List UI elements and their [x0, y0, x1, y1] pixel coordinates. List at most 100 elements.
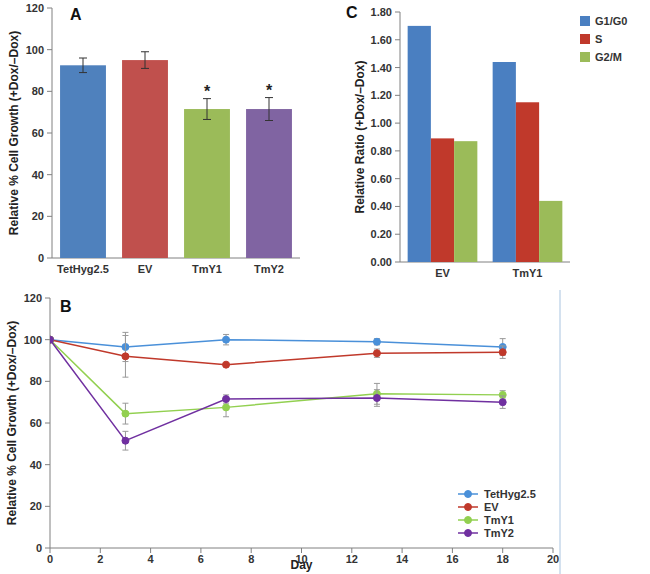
- y-tick-label: 80: [32, 85, 44, 97]
- error-cap: [374, 389, 380, 390]
- y-tick: [45, 381, 50, 382]
- lines: [50, 332, 506, 450]
- y-tick-label: 120: [24, 292, 42, 304]
- point: [223, 336, 230, 343]
- x-tick-label: 2: [97, 553, 103, 565]
- error-bar: [265, 98, 273, 121]
- legend-swatch: [580, 16, 590, 26]
- legend-item: EV: [458, 501, 499, 513]
- error-stem: [207, 99, 208, 120]
- y-tick-label: 20: [32, 210, 44, 222]
- error-cap: [223, 344, 229, 345]
- point: [122, 437, 129, 444]
- point: [50, 336, 54, 343]
- error-cap: [79, 72, 87, 73]
- x-tick-label: 14: [396, 553, 409, 565]
- x-tick-label: TmY1: [192, 263, 222, 275]
- bars: [408, 26, 563, 262]
- y-tick: [395, 123, 400, 124]
- error-cap: [500, 358, 506, 359]
- bar: [539, 201, 562, 262]
- y-tick: [395, 262, 400, 263]
- figure: 020406080100120Relative % Cell Growth (+…: [0, 0, 650, 574]
- bar: [454, 141, 477, 262]
- y-tick-label: 120: [26, 2, 44, 14]
- y-tick: [45, 548, 50, 549]
- point: [373, 338, 380, 345]
- legend-marker: [465, 517, 472, 524]
- bar: [493, 62, 516, 262]
- annotation: *: [266, 82, 273, 99]
- point: [223, 396, 230, 403]
- y-tick: [395, 95, 400, 96]
- legend-item: TmY1: [458, 514, 514, 526]
- x-tick-label: TmY2: [254, 263, 284, 275]
- bar: [516, 102, 539, 262]
- error-cap: [79, 58, 87, 59]
- legend-label: G1/G0: [595, 15, 627, 27]
- y-tick: [47, 133, 52, 134]
- error-cap: [223, 334, 229, 335]
- error-bar: [122, 403, 128, 424]
- bar: [60, 65, 106, 258]
- y-tick: [45, 506, 50, 507]
- error-cap: [500, 338, 506, 339]
- point: [50, 336, 54, 343]
- y-tick-label: 40: [32, 169, 44, 181]
- legend-item: TetHyg2.5: [458, 488, 536, 500]
- panel-label: C: [346, 4, 358, 21]
- y-tick-label: 0.60: [371, 173, 392, 185]
- point: [50, 336, 54, 343]
- y-tick: [47, 216, 52, 217]
- y-tick: [395, 67, 400, 68]
- x-tick-label: TetHyg2.5: [57, 263, 109, 275]
- y-tick-label: 1.60: [371, 34, 392, 46]
- x-tick-label: TmY1: [513, 267, 543, 279]
- y-tick-label: 60: [32, 127, 44, 139]
- point: [122, 353, 129, 360]
- error-cap: [500, 345, 506, 346]
- annotation: *: [204, 83, 211, 100]
- y-tick: [395, 234, 400, 235]
- error-stem: [269, 98, 270, 121]
- error-cap: [265, 120, 273, 121]
- error-cap: [122, 335, 128, 336]
- legend-marker: [465, 530, 472, 537]
- bar: [122, 60, 168, 258]
- error-bar: [374, 339, 380, 345]
- y-tick: [45, 298, 50, 299]
- error-cap: [122, 424, 128, 425]
- legend-item: G1/G0: [580, 15, 627, 27]
- y-tick: [47, 49, 52, 50]
- y-tick-label: 100: [24, 334, 42, 346]
- y-tick: [47, 8, 52, 9]
- legend-swatch: [580, 34, 590, 44]
- legend-item: G2/M: [580, 51, 622, 63]
- y-tick: [395, 39, 400, 40]
- x-tick-label: 4: [148, 553, 155, 565]
- x-tick-label: 12: [346, 553, 358, 565]
- y-tick: [395, 206, 400, 207]
- bars: [60, 52, 292, 258]
- error-bar: [79, 58, 87, 73]
- point: [373, 350, 380, 357]
- error-cap: [203, 119, 211, 120]
- y-tick-label: 0.80: [371, 145, 392, 157]
- x-tick-label: EV: [435, 267, 450, 279]
- legend-label: S: [595, 33, 602, 45]
- y-axis: [400, 12, 401, 262]
- y-tick-label: 80: [30, 375, 42, 387]
- y-tick: [395, 12, 400, 13]
- error-bar: [223, 395, 229, 403]
- x-tick-label: EV: [138, 263, 153, 275]
- panel-label: B: [60, 298, 72, 315]
- error-stem: [145, 52, 146, 69]
- series-line: [50, 340, 503, 365]
- error-cap: [122, 431, 128, 432]
- error-cap: [500, 408, 506, 409]
- error-bar: [122, 336, 128, 378]
- bar: [408, 26, 431, 262]
- point: [50, 336, 54, 343]
- x-tick-label: 20: [547, 553, 559, 565]
- x-tick-label: 0: [47, 553, 53, 565]
